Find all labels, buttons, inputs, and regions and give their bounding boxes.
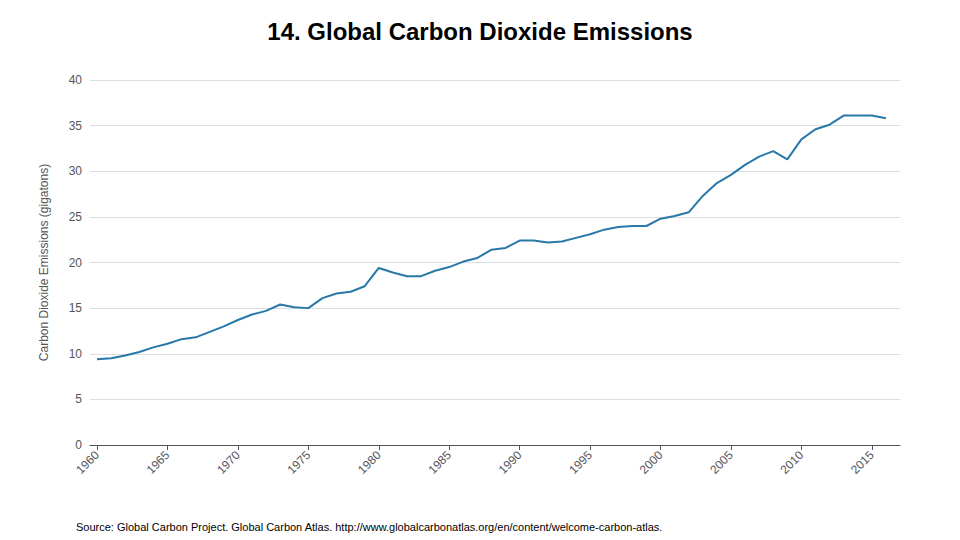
svg-text:1965: 1965 [144,448,173,477]
svg-text:0: 0 [75,438,82,452]
svg-text:Carbon Dioxide Emissions (giga: Carbon Dioxide Emissions (gigatons) [37,164,51,361]
svg-text:1975: 1975 [285,448,314,477]
svg-text:25: 25 [69,210,83,224]
svg-text:1995: 1995 [566,448,595,477]
svg-text:2015: 2015 [848,448,877,477]
svg-text:2010: 2010 [778,448,807,477]
svg-text:2000: 2000 [637,448,666,477]
svg-text:1960: 1960 [73,448,102,477]
svg-text:1970: 1970 [214,448,243,477]
svg-text:2005: 2005 [707,448,736,477]
svg-text:40: 40 [69,73,83,87]
svg-text:1985: 1985 [425,448,454,477]
svg-text:15: 15 [69,301,83,315]
svg-text:20: 20 [69,256,83,270]
svg-text:10: 10 [69,347,83,361]
svg-text:35: 35 [69,119,83,133]
svg-text:1990: 1990 [496,448,525,477]
svg-text:14. Global Carbon Dioxide Emis: 14. Global Carbon Dioxide Emissions [267,18,692,45]
svg-text:5: 5 [75,392,82,406]
svg-text:Source: Global Carbon Project.: Source: Global Carbon Project. Global Ca… [76,521,662,533]
svg-text:30: 30 [69,164,83,178]
svg-text:1980: 1980 [355,448,384,477]
